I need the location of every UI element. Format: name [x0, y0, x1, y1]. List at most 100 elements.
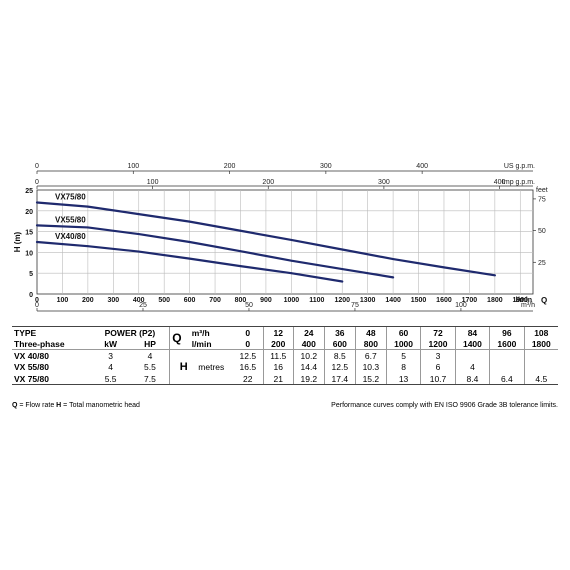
head-value: 5 [385, 349, 421, 361]
x-tick-label: 700 [209, 297, 221, 304]
head-value: 19.2 [292, 373, 325, 385]
head-value [489, 361, 525, 373]
kw-cell: 5.5 [90, 373, 131, 385]
us-gpm-unit-label: US g.p.m. [504, 163, 535, 170]
lmin-value: 600 [323, 338, 356, 350]
legend-h-text: = Total manometric head [61, 402, 140, 409]
lmin-value: 200 [262, 338, 294, 350]
series-vx40-80: VX40/80 [35, 232, 344, 283]
head-value: 3 [420, 349, 456, 361]
us-gpm-tick-label: 400 [416, 163, 428, 170]
head-value: 6.7 [354, 349, 387, 361]
m3h-value: 96 [489, 326, 525, 338]
curve-point [443, 266, 445, 269]
curve-label: VX55/80 [55, 215, 86, 224]
compliance-note: Performance curves comply with EN ISO 99… [331, 402, 558, 409]
curves: VX40/80 VX55/80 VX75/80 [35, 192, 496, 283]
h-symbol-cell [169, 373, 190, 385]
curve-point [341, 280, 344, 283]
curve-point [188, 220, 191, 223]
x-tick-label: 500 [158, 297, 170, 304]
m3h-tick-label: 75 [351, 302, 359, 309]
metres-cell [189, 349, 233, 361]
x-axis: 0 100 200 300 400 500 600 700 800 900 1000 1100 1200… [35, 296, 547, 312]
curve-label: VX75/80 [55, 192, 86, 201]
h-symbol-cell: H [169, 361, 190, 373]
us-gpm-tick-label: 200 [224, 163, 236, 170]
legend-q: Q [12, 402, 18, 409]
m3h-value: 24 [292, 326, 325, 338]
head-value: 16.5 [239, 362, 257, 372]
m3h-value: 108 [523, 326, 558, 338]
feet-tick-label: 50 [538, 228, 546, 235]
hp-cell: 7.5 [130, 373, 170, 385]
performance-table: TYPE POWER (P2) Q m³/h 0 12 24 36 48 60 72 84 96… [12, 326, 558, 385]
m3h-unit-label: m³/h [521, 302, 535, 309]
x-tick-label: 1500 [411, 297, 427, 304]
imp-gpm-tick-label: 0 [35, 179, 39, 186]
head-value [454, 349, 490, 361]
m3h-tick-label: 0 [35, 302, 39, 309]
y-tick-label: 0 [29, 292, 33, 299]
x-tick-label: 1100 [309, 297, 324, 304]
feet-unit-label: feet [536, 187, 548, 194]
imp-gpm-unit-label: Imp g.p.m. [502, 179, 535, 186]
curve-point [36, 224, 38, 227]
kw-header: kW [104, 338, 117, 349]
m3h-value: 0 [232, 326, 264, 338]
us-gpm-tick-label: 0 [35, 163, 39, 170]
head-value: 8 [385, 361, 421, 373]
x-tick-label: 1700 [462, 297, 478, 304]
imp-gpm-tick-label: 200 [262, 179, 274, 186]
head-value [489, 349, 525, 361]
lmin-value: 800 [354, 338, 387, 350]
phase-header: Three-phase [14, 338, 65, 349]
curve-point [290, 272, 293, 275]
x-tick-label: 300 [107, 297, 119, 304]
table-row: VX 40/80 3 4 12.5 11.5 10.2 8.5 6.7 5 3 [12, 349, 558, 361]
hp-cell: 5.5 [144, 362, 156, 372]
head-value: 13 [385, 373, 421, 385]
curve-point [239, 229, 242, 232]
plot-border [36, 189, 534, 295]
lmin-value: 1200 [420, 338, 456, 350]
hp-header: HP [144, 338, 156, 349]
head-value: 22 [232, 373, 264, 385]
lmin-value: 1400 [454, 338, 490, 350]
y-axis: feet 25 50 75 0 5 10 15 20 25 H (m) [13, 187, 548, 299]
m3h-tick-label: 25 [139, 302, 147, 309]
x-unit-label: l/min [516, 297, 532, 304]
head-value: 10.3 [354, 361, 387, 373]
curve-point [86, 205, 89, 208]
legend-h: H [56, 402, 62, 409]
head-value: 4.5 [523, 373, 558, 385]
plot-frame [36, 189, 534, 295]
curve-point [341, 248, 344, 251]
curve-label: VX40/80 [55, 232, 86, 241]
head-value: 10.2 [292, 349, 325, 361]
head-value: 4 [454, 361, 490, 373]
y-tick-label: 15 [25, 230, 33, 237]
m3h-tick-label: 100 [455, 302, 467, 309]
m3h-value: 72 [420, 326, 456, 338]
head-value: 16 [262, 361, 294, 373]
curve-point [36, 201, 38, 204]
curve-point [239, 250, 242, 253]
curve-point [290, 239, 293, 241]
head-value: 10.7 [420, 373, 456, 385]
curve-point [392, 276, 395, 279]
imp-gpm-tick-label: 300 [378, 179, 390, 186]
curve-point [36, 241, 38, 243]
feet-tick-label: 75 [538, 196, 546, 203]
type-cell: VX 55/80 [14, 362, 49, 372]
x-tick-label: 800 [235, 297, 247, 304]
metres-cell: metres [198, 362, 225, 372]
x-tick-label: 400 [133, 297, 145, 304]
y-axis-label: H (m) [13, 231, 22, 252]
x-tick-label: 1900 [512, 297, 528, 304]
x-tick-label: 600 [184, 297, 196, 304]
m3h-value: 60 [385, 326, 421, 338]
curve-point [137, 233, 140, 235]
curve-point [290, 259, 293, 262]
